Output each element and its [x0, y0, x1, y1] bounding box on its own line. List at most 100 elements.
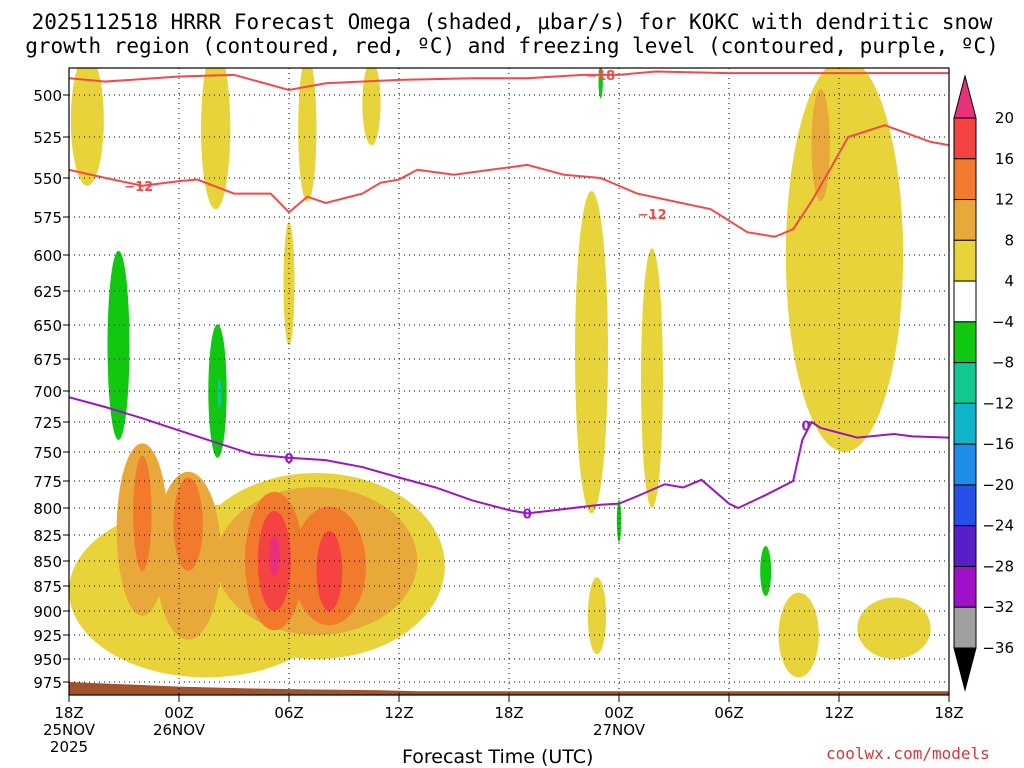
- grid-lines: [69, 68, 949, 695]
- y-tick-label-975: 975: [33, 674, 62, 692]
- chart-title-line-2: growth region (contoured, red, ºC) and f…: [25, 34, 999, 58]
- colorbar-box-8: [953, 443, 977, 486]
- x-tick-label-7: 12Z: [824, 704, 853, 722]
- omega-region-4: [362, 68, 381, 146]
- omega-region-2: [298, 68, 317, 202]
- y-tick-label-575: 575: [33, 209, 62, 227]
- contour-lines: [69, 70, 949, 515]
- contour-label-0-0: −18: [586, 69, 615, 84]
- x-tick-label-2: 06Z: [274, 704, 303, 722]
- y-tick-label-550: 550: [33, 170, 62, 188]
- y-tick-label-875: 875: [33, 578, 62, 596]
- y-tick-label-500: 500: [33, 87, 62, 105]
- colorbar-box-4: [953, 280, 977, 323]
- omega-region-1: [201, 68, 231, 210]
- colorbar-box-5: [953, 321, 977, 364]
- omega-region-26: [760, 546, 772, 596]
- y-tick-label-850: 850: [33, 553, 62, 571]
- y-tick-label-750: 750: [33, 444, 62, 462]
- colorbar-label-0: 20: [995, 109, 1014, 127]
- contour-label-1-0: −12: [124, 180, 153, 195]
- omega-region-22: [316, 531, 343, 611]
- colorbar-label-10: −24: [982, 517, 1014, 535]
- colorbar-label-6: −8: [992, 354, 1014, 372]
- colorbar-label-3: 8: [1004, 231, 1014, 249]
- y-tick-label-775: 775: [33, 473, 62, 491]
- x-tick-label-3: 12Z: [384, 704, 413, 722]
- contour-label-1-1: −12: [638, 208, 667, 223]
- chart-title-line-1: 2025112518 HRRR Forecast Omega (shaded, …: [31, 10, 993, 34]
- contour-labels: −18 −12 −12 0 0 0: [124, 69, 810, 523]
- contour-line-1: [69, 124, 949, 238]
- x-tick-label-1: 00Z: [164, 704, 193, 722]
- colorbar-label-8: −16: [982, 435, 1014, 453]
- colorbar-label-9: −20: [982, 476, 1014, 494]
- x-axis-label: Forecast Time (UTC): [402, 746, 594, 768]
- x-tick-date-1: 26NOV: [153, 721, 206, 739]
- contour-label-2-2: 0: [801, 420, 810, 435]
- colorbar: 20 16 12 8 4 −4 −8 −12 −16 −20 −24 −28 −32 −36: [953, 74, 1014, 692]
- y-axis-ticks: 500 525 550 575 600 625 650 675 700 725 750 775 800 8…: [33, 87, 69, 692]
- y-tick-label-625: 625: [33, 283, 62, 301]
- colorbar-label-7: −12: [982, 394, 1014, 412]
- omega-region-0: [70, 68, 104, 186]
- contour-line-2: [69, 396, 949, 515]
- colorbar-top-triangle: [953, 74, 977, 119]
- terrain-layer: [69, 682, 949, 695]
- x-tick-label-4: 18Z: [494, 704, 523, 722]
- x-tick-label-8: 18Z: [934, 704, 963, 722]
- omega-region-24: [107, 250, 130, 440]
- x-tick-year-0: 2025: [50, 738, 88, 756]
- x-tick-date-5: 27NOV: [593, 721, 646, 739]
- x-tick-label-0: 18Z: [54, 704, 83, 722]
- colorbar-box-9: [953, 484, 977, 527]
- omega-shaded-regions: [69, 68, 931, 678]
- contour-label-2-0: 0: [284, 452, 293, 467]
- omega-region-5: [575, 191, 608, 514]
- y-tick-label-600: 600: [33, 247, 62, 265]
- omega-region-18: [173, 477, 203, 571]
- colorbar-label-12: −32: [982, 598, 1014, 616]
- omega-region-27: [616, 499, 622, 543]
- colorbar-box-0: [953, 117, 977, 160]
- y-tick-label-675: 675: [33, 351, 62, 369]
- y-tick-label-800: 800: [33, 500, 62, 518]
- site-credit: coolwx.com/models: [826, 744, 990, 763]
- colorbar-label-13: −36: [982, 639, 1014, 657]
- omega-region-25: [208, 324, 227, 458]
- omega-region-23: [268, 535, 280, 576]
- y-tick-label-825: 825: [33, 527, 62, 545]
- colorbar-label-2: 12: [995, 191, 1014, 209]
- colorbar-label-1: 16: [995, 150, 1014, 168]
- colorbar-box-2: [953, 199, 977, 241]
- colorbar-box-12: [953, 606, 977, 649]
- colorbar-label-11: −28: [982, 557, 1014, 575]
- contour-line-0: [69, 70, 949, 91]
- x-tick-date-0: 25NOV: [43, 721, 96, 739]
- colorbar-box-3: [953, 239, 977, 282]
- omega-region-6: [641, 248, 663, 508]
- x-tick-label-5: 00Z: [604, 704, 633, 722]
- colorbar-label-4: 4: [1004, 272, 1014, 290]
- colorbar-box-11: [953, 565, 977, 608]
- omega-region-29: [217, 378, 222, 409]
- omega-region-12: [857, 597, 931, 660]
- y-tick-label-900: 900: [33, 603, 62, 621]
- colorbar-label-5: −4: [992, 313, 1014, 331]
- omega-region-17: [133, 455, 152, 571]
- y-tick-label-925: 925: [33, 627, 62, 645]
- y-tick-label-725: 725: [33, 414, 62, 432]
- colorbar-box-1: [953, 158, 977, 201]
- y-tick-label-525: 525: [33, 129, 62, 147]
- y-tick-label-950: 950: [33, 651, 62, 669]
- colorbar-box-10: [953, 525, 977, 567]
- terrain-surface: [69, 682, 949, 695]
- colorbar-bottom-triangle: [953, 647, 977, 692]
- x-tick-label-6: 06Z: [714, 704, 743, 722]
- omega-region-7: [587, 577, 607, 655]
- omega-region-16: [811, 89, 830, 202]
- colorbar-box-6: [953, 362, 977, 404]
- colorbar-box-7: [953, 402, 977, 445]
